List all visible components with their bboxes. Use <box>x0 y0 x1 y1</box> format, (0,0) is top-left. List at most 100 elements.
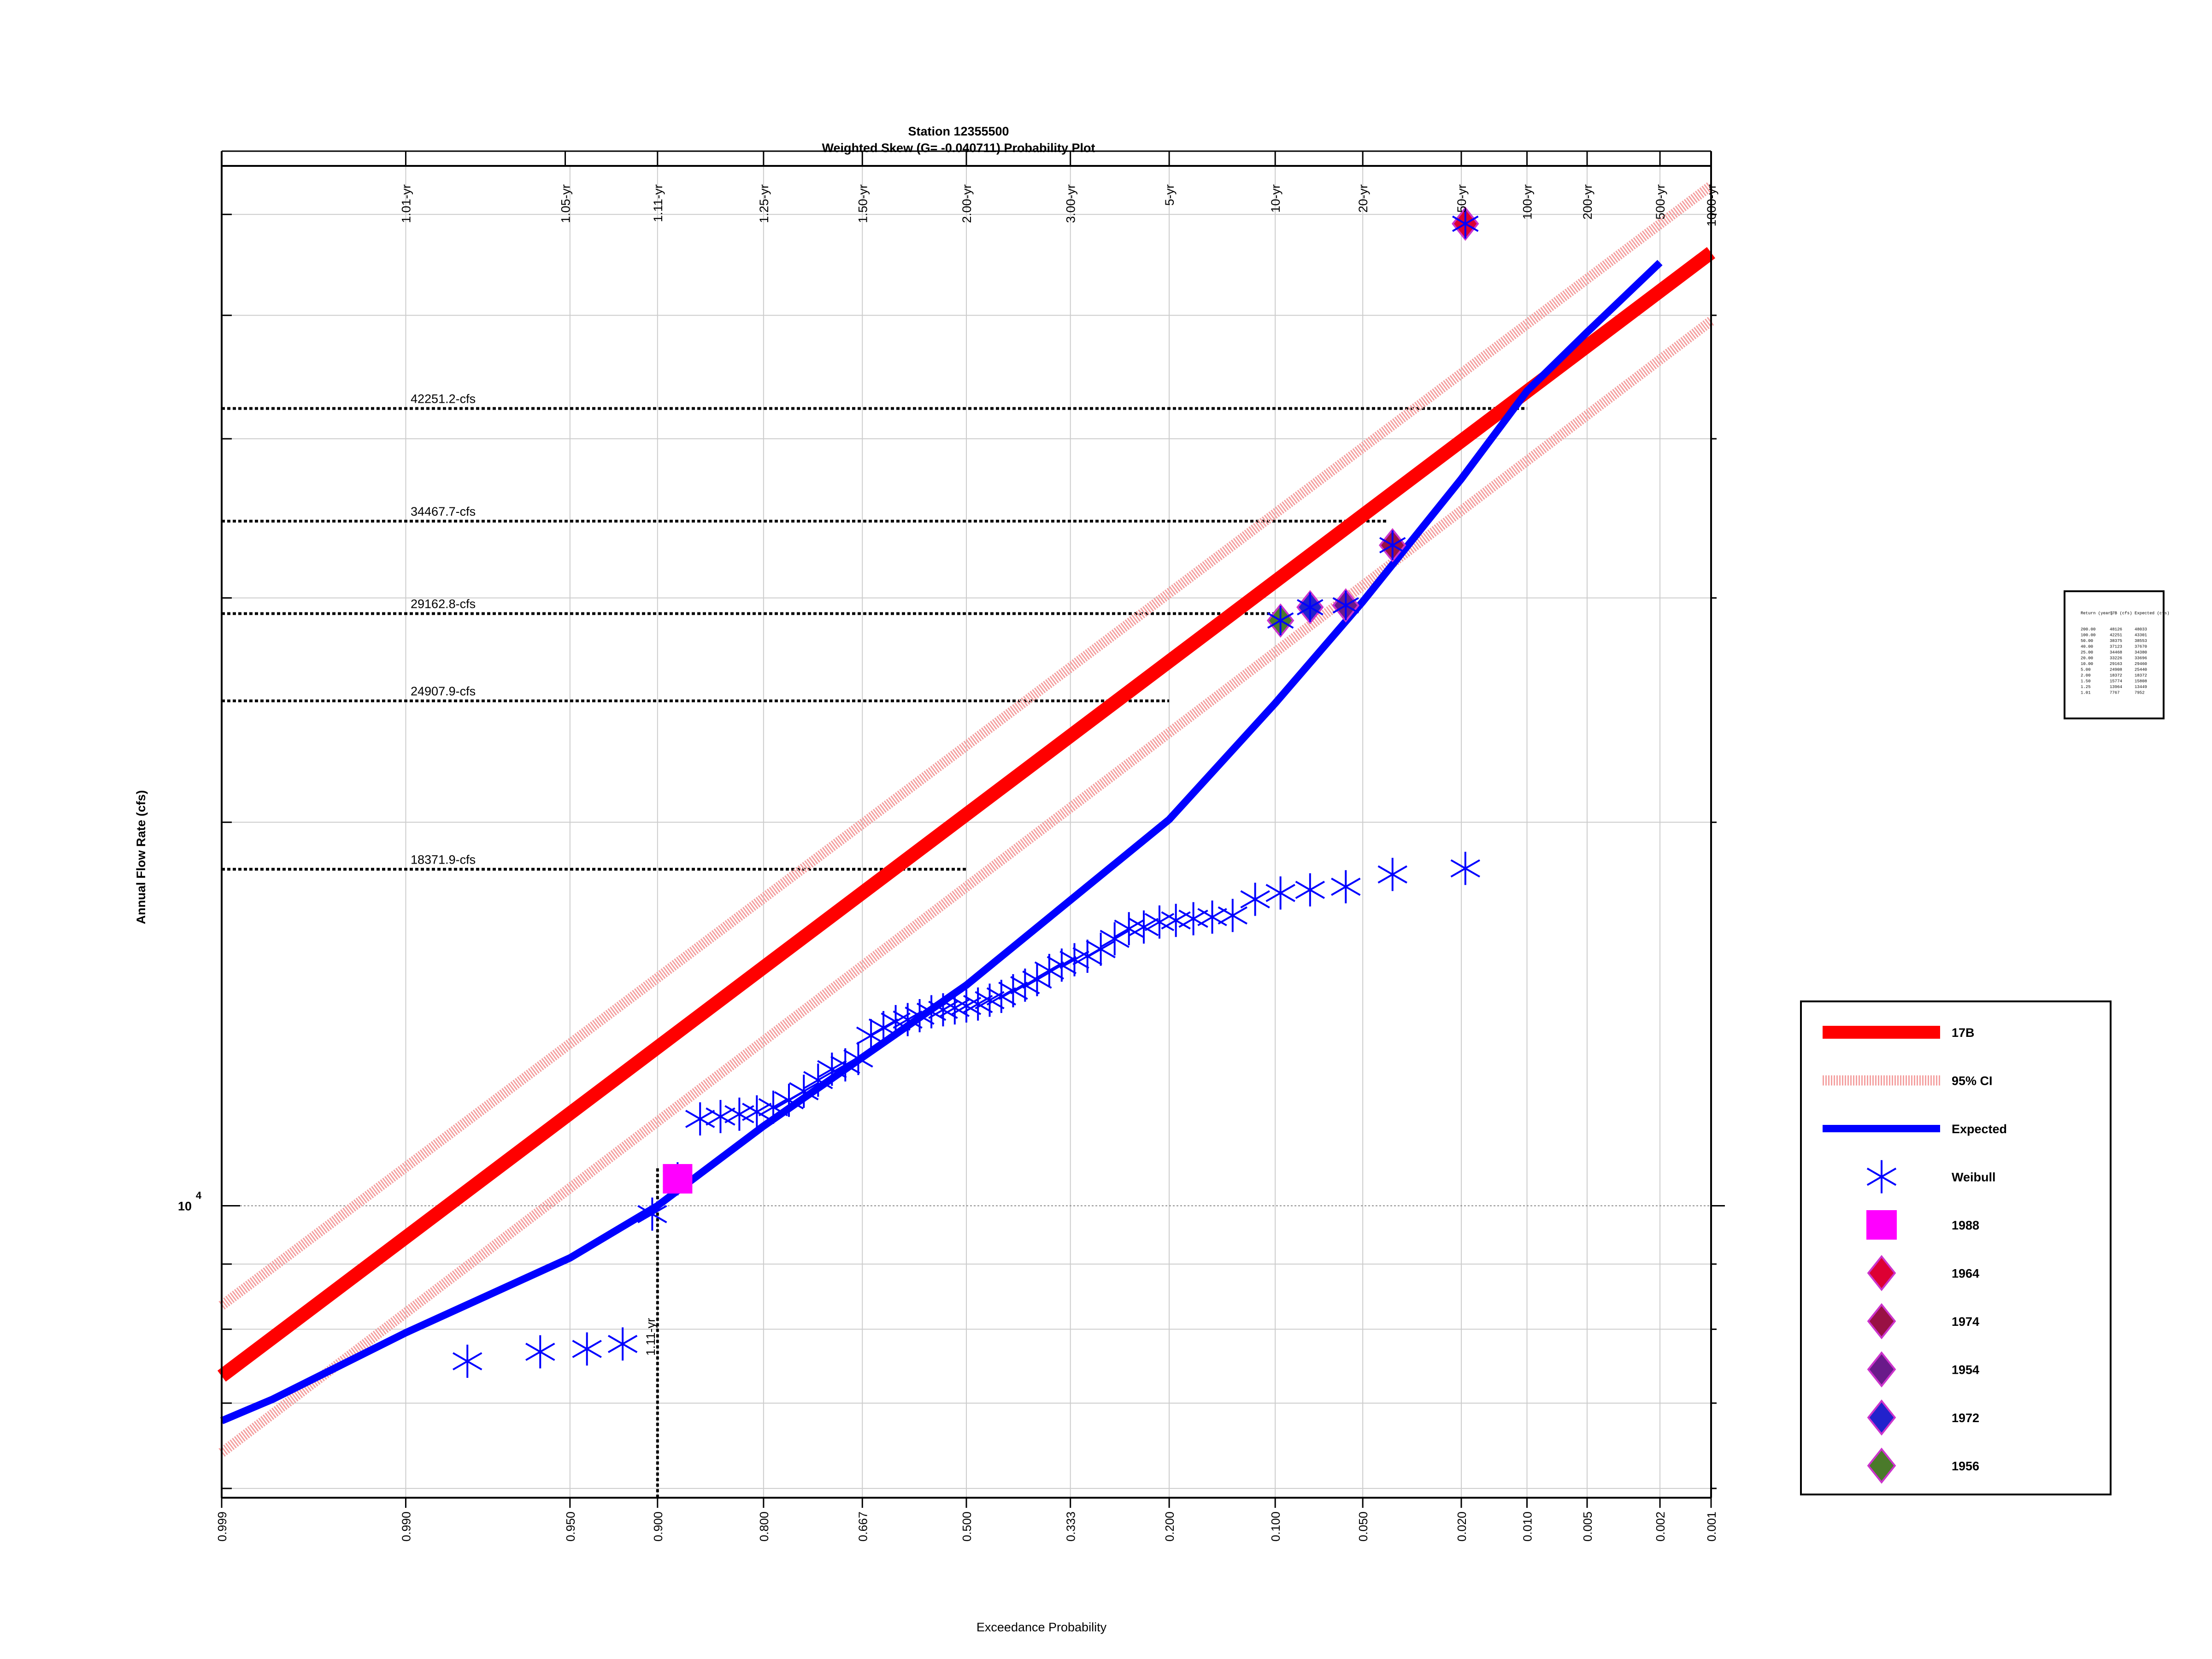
table-cell: 43301 <box>2135 633 2147 638</box>
legend-label: 1988 <box>1952 1218 1979 1232</box>
star-stroke <box>868 1018 899 1037</box>
x-tick-label: 0.990 <box>399 1512 413 1541</box>
legend-label: Weibull <box>1952 1171 1996 1184</box>
table-cell: 10.00 <box>2081 662 2093 666</box>
star-stroke <box>951 997 982 1015</box>
star-stroke <box>742 1102 772 1121</box>
table-header: 17B (cfs) <box>2110 611 2132 616</box>
highlight-markers <box>663 206 1479 1194</box>
y-tick-label-base: 10 <box>178 1200 192 1213</box>
legend-swatch-1974 <box>1867 1303 1896 1340</box>
return-period-label: 1.11-yr <box>651 184 665 222</box>
return-period-label: 50-yr <box>1455 184 1469 213</box>
table-cell: 29460 <box>2135 662 2147 666</box>
star-stroke <box>817 1060 847 1078</box>
table-cell: 37670 <box>2135 645 2147 649</box>
weibull-point <box>724 1097 754 1131</box>
weibull-point <box>1047 948 1077 982</box>
expected-line <box>220 260 1663 1424</box>
x-tick-label: 0.200 <box>1163 1512 1177 1541</box>
reference-line-label: 24907.9-cfs <box>411 684 476 698</box>
weibull-point <box>1022 963 1052 996</box>
weibull-point <box>1034 953 1065 987</box>
return-period-label: 1.05-yr <box>559 184 573 223</box>
x-tick-label: 0.950 <box>564 1512 577 1541</box>
return-period-label: 1.25-yr <box>757 184 771 223</box>
marker-star-1954 <box>1332 590 1359 620</box>
weibull-point <box>607 1327 638 1361</box>
return-period-label: 2.00-yr <box>960 184 974 223</box>
star-stroke <box>803 1071 833 1089</box>
weibull-point <box>830 1048 860 1082</box>
marker-star-1972 <box>1297 592 1324 622</box>
table-header: Return (year) <box>2081 611 2113 616</box>
star-stroke <box>916 1002 947 1021</box>
reference-line-label: 29162.8-cfs <box>411 597 476 611</box>
table-cell: 7767 <box>2110 691 2120 695</box>
weibull-point <box>1377 858 1407 891</box>
legend: 17B 95% CI Expected Weibull 1988 1964 1974 1954… <box>1800 1000 2112 1495</box>
legend-label: 1974 <box>1952 1315 1979 1329</box>
star-stroke <box>1144 913 1175 931</box>
table-cell: 29163 <box>2110 662 2122 666</box>
weibull-point <box>951 989 982 1023</box>
table-cell: 48033 <box>2135 627 2147 632</box>
table-cell: 37123 <box>2110 645 2122 649</box>
star-stroke <box>572 1340 602 1358</box>
return-period-label: 5-yr <box>1163 184 1177 206</box>
weibull-point <box>742 1095 772 1129</box>
reference-line-label: 34467.7-cfs <box>411 505 476 518</box>
reference-line-label: 42251.2-cfs <box>411 392 476 406</box>
y-tick-label-exponent: 4 <box>196 1190 202 1201</box>
legend-label: Expected <box>1952 1122 2007 1136</box>
chart-subtitle: Weighted Skew (G= -0.040711) Probability… <box>822 141 1095 155</box>
x-tick-label: 0.050 <box>1356 1512 1370 1541</box>
y-axis-label: Annual Flow Rate (cfs) <box>134 790 148 924</box>
weibull-point <box>975 983 1005 1017</box>
table-cell: 33226 <box>2110 656 2122 661</box>
vertical-reference-label: 1.11-yr <box>644 1318 658 1356</box>
table-cell: 15774 <box>2110 679 2122 684</box>
x-tick-label: 0.999 <box>215 1512 229 1541</box>
star-stroke <box>1295 881 1325 899</box>
return-period-label: 10-yr <box>1269 184 1282 213</box>
weibull-point <box>1265 876 1295 910</box>
table-cell: 13449 <box>2135 685 2147 689</box>
star-stroke <box>1265 884 1295 902</box>
star-stroke <box>1379 537 1406 553</box>
legend-label: 1956 <box>1952 1459 1979 1473</box>
ci-upper-line <box>218 182 1714 1310</box>
return-period-label: 20-yr <box>1356 184 1370 213</box>
weibull-point <box>998 974 1028 1007</box>
star-stroke <box>724 1105 754 1124</box>
star-stroke <box>1450 859 1480 878</box>
x-tick-label: 0.333 <box>1064 1512 1078 1541</box>
x-tick-label: 0.001 <box>1705 1512 1718 1541</box>
star-stroke <box>706 1107 735 1126</box>
legend-swatch-weibull <box>1866 1160 1897 1194</box>
return-period-label: 100-yr <box>1521 184 1535 220</box>
x-tick-label: 0.005 <box>1581 1512 1594 1541</box>
weibull-point <box>940 991 970 1025</box>
table-cell: 34468 <box>2110 650 2122 655</box>
legend-swatch-1964 <box>1867 1255 1896 1291</box>
star-stroke <box>1086 940 1116 959</box>
table-cell: 18372 <box>2110 673 2122 678</box>
star-stroke <box>1129 918 1159 936</box>
star-stroke <box>928 1000 958 1019</box>
marker-1988 <box>663 1164 693 1194</box>
legend-swatch-1954 <box>1867 1351 1896 1388</box>
table-cell: 33696 <box>2135 656 2147 661</box>
star-stroke <box>525 1342 555 1361</box>
table-cell: 13964 <box>2110 685 2122 689</box>
weibull-point <box>453 1344 482 1378</box>
star-stroke <box>607 1335 638 1353</box>
x-tick-label: 0.900 <box>651 1512 665 1541</box>
star-stroke <box>830 1056 860 1074</box>
weibull-point <box>916 995 947 1029</box>
table-cell: 5.00 <box>2081 668 2091 672</box>
star-stroke <box>1047 956 1077 974</box>
star-stroke <box>1100 930 1130 948</box>
star-stroke <box>1240 890 1270 909</box>
star-stroke <box>881 1012 911 1031</box>
